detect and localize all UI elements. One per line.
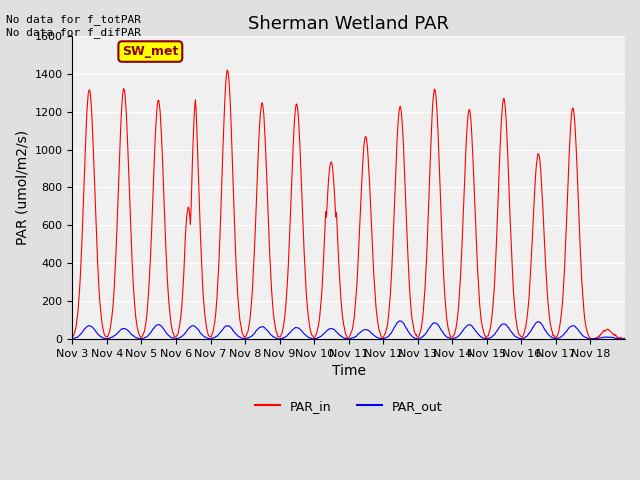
Legend: PAR_in, PAR_out: PAR_in, PAR_out — [250, 395, 447, 418]
Text: SW_met: SW_met — [122, 45, 179, 58]
Title: Sherman Wetland PAR: Sherman Wetland PAR — [248, 15, 449, 33]
Text: No data for f_totPAR
No data for f_difPAR: No data for f_totPAR No data for f_difPA… — [6, 14, 141, 38]
Y-axis label: PAR (umol/m2/s): PAR (umol/m2/s) — [15, 130, 29, 245]
X-axis label: Time: Time — [332, 364, 365, 378]
